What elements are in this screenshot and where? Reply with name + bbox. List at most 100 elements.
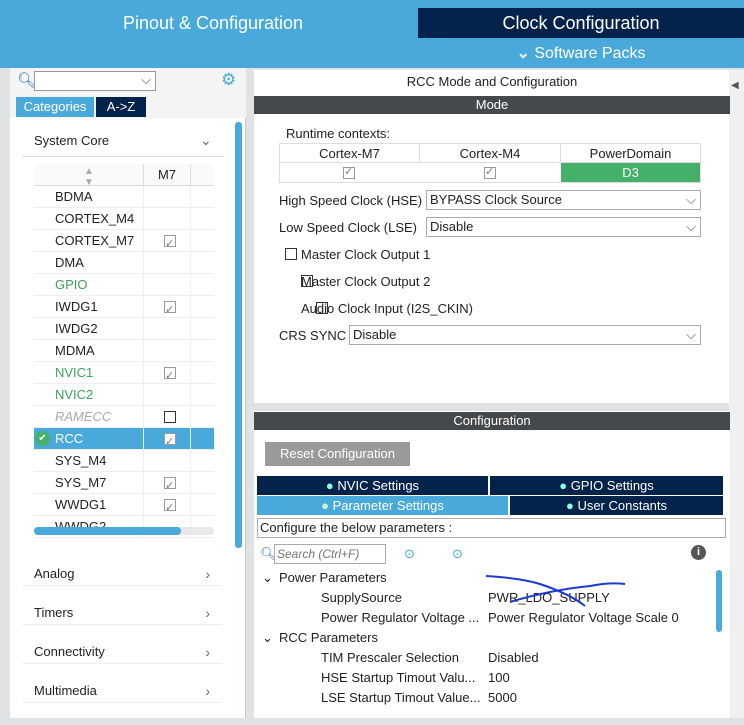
- mco2-checkbox[interactable]: [300, 275, 313, 287]
- tab-nvic-settings[interactable]: ● NVIC Settings: [257, 476, 488, 495]
- tab-label: GPIO Settings: [570, 478, 654, 493]
- peripheral-row[interactable]: MDMA: [34, 340, 214, 362]
- peripheral-name: MDMA: [55, 343, 95, 358]
- m7-checkbox[interactable]: [164, 475, 176, 497]
- tab-a-to-z[interactable]: A->Z: [96, 97, 146, 117]
- collapse-icon[interactable]: ◀: [731, 80, 739, 91]
- gear-icon[interactable]: ⚙: [221, 70, 237, 89]
- peripheral-row[interactable]: WWDG1: [34, 494, 214, 519]
- peripheral-row[interactable]: CORTEX_M7: [34, 230, 214, 255]
- right-collapse-strip: [729, 70, 744, 723]
- chevron-down-icon: ⌵: [686, 219, 696, 234]
- param-label: SupplySource: [321, 590, 402, 605]
- reset-configuration-button[interactable]: Reset Configuration: [265, 442, 410, 466]
- configure-hint: Configure the below parameters :: [257, 518, 726, 538]
- m7-cell: [143, 318, 191, 340]
- sort-icon[interactable]: ▲ ▼: [84, 166, 94, 188]
- check-circle-icon: ●: [325, 478, 334, 493]
- check-circle-icon: ●: [321, 498, 329, 513]
- check-circle-icon: ●: [559, 478, 568, 493]
- context-checkbox-m7[interactable]: [343, 165, 355, 179]
- chevron-down-icon: ⌄: [516, 45, 530, 62]
- m7-cell: [143, 362, 191, 384]
- peripheral-row[interactable]: BDMA: [34, 186, 214, 208]
- group-rcc-parameters[interactable]: RCC Parameters: [279, 630, 378, 645]
- tab-user-constants[interactable]: ● User Constants: [510, 496, 723, 515]
- group-toggle-icon[interactable]: ⌄: [262, 630, 273, 645]
- tab-parameter-settings[interactable]: ● Parameter Settings: [257, 496, 508, 515]
- m7-checkbox[interactable]: [164, 365, 176, 387]
- category-multimedia[interactable]: Multimedia ›: [22, 679, 222, 703]
- peripheral-name: BDMA: [55, 189, 93, 204]
- tab-clock-configuration[interactable]: Clock Configuration: [418, 8, 744, 38]
- peripheral-name: NVIC1: [55, 365, 94, 380]
- peripheral-row[interactable]: IWDG2: [34, 318, 214, 340]
- peripheral-row[interactable]: ✔ RCC: [34, 428, 214, 453]
- lse-select[interactable]: Disable ⌵: [426, 217, 701, 237]
- param-value-hse-timeout[interactable]: 100: [488, 670, 510, 685]
- mco2-label: Master Clock Output 2: [301, 274, 431, 289]
- tab-categories[interactable]: Categories: [16, 97, 94, 117]
- chevron-down-icon: ⌵: [686, 192, 696, 207]
- m7-checkbox[interactable]: [164, 233, 176, 255]
- audio-clock-checkbox[interactable]: [316, 302, 329, 314]
- group-toggle-icon[interactable]: ⌄: [262, 570, 273, 585]
- m7-checkbox[interactable]: [164, 299, 176, 321]
- param-value-lse-timeout[interactable]: 5000: [488, 690, 517, 705]
- tab-gpio-settings[interactable]: ● GPIO Settings: [490, 476, 723, 495]
- software-packs-menu[interactable]: ⌄ Software Packs: [418, 40, 744, 68]
- mco1-label: Master Clock Output 1: [301, 247, 431, 262]
- search-icon: 🔍︎: [17, 72, 37, 89]
- category-system-core[interactable]: System Core: [34, 133, 110, 148]
- info-icon[interactable]: i: [691, 545, 706, 560]
- group-power-parameters[interactable]: Power Parameters: [279, 570, 387, 585]
- tab-label: NVIC Settings: [337, 478, 420, 493]
- chevron-down-icon: ⌵: [686, 327, 696, 342]
- param-value-regulator[interactable]: Power Regulator Voltage Scale 0: [488, 610, 679, 625]
- lse-label: Low Speed Clock (LSE): [279, 220, 418, 235]
- crs-sync-select[interactable]: Disable ⌵: [349, 325, 701, 345]
- param-value-tim-prescaler[interactable]: Disabled: [488, 650, 539, 665]
- chevron-down-icon[interactable]: ⌄: [200, 132, 212, 148]
- category-timers[interactable]: Timers ›: [22, 601, 222, 625]
- m7-checkbox[interactable]: [164, 497, 176, 519]
- peripheral-row[interactable]: GPIO: [34, 274, 214, 296]
- vertical-scrollbar-thumb[interactable]: [716, 570, 722, 632]
- next-icon[interactable]: ⊙: [452, 546, 463, 561]
- audio-clock-label: Audio Clock Input (I2S_CKIN): [301, 301, 473, 316]
- mco1-checkbox[interactable]: [285, 248, 297, 260]
- context-header: Cortex-M4: [420, 144, 561, 163]
- param-label: Power Regulator Voltage ...: [321, 610, 480, 625]
- horizontal-scrollbar-thumb[interactable]: [34, 527, 181, 535]
- parameter-search-input[interactable]: [274, 544, 386, 564]
- peripheral-row[interactable]: IWDG1: [34, 296, 214, 321]
- vertical-scrollbar-thumb[interactable]: [235, 122, 242, 548]
- check-circle-icon: ✔: [35, 431, 50, 446]
- m7-cell: [143, 208, 191, 230]
- grid-header: ▲ ▼ M7: [34, 164, 214, 188]
- peripheral-name: SYS_M7: [55, 475, 107, 490]
- m7-cell: [143, 472, 191, 494]
- context-checkbox-m4[interactable]: [484, 165, 496, 179]
- peripheral-row[interactable]: CORTEX_M4: [34, 208, 214, 230]
- peripheral-row[interactable]: NVIC2: [34, 384, 214, 406]
- peripheral-row[interactable]: RAMECC: [34, 406, 214, 428]
- divider: [22, 156, 224, 157]
- peripheral-name: SYS_M4: [55, 453, 107, 468]
- previous-icon[interactable]: ⊙: [404, 546, 415, 561]
- m7-checkbox[interactable]: [164, 411, 176, 423]
- peripheral-row[interactable]: SYS_M4: [34, 450, 214, 472]
- peripheral-row[interactable]: DMA: [34, 252, 214, 274]
- category-connectivity[interactable]: Connectivity ›: [22, 640, 222, 664]
- lse-select-value: Disable: [430, 219, 474, 234]
- chevron-down-icon: ⌵: [141, 72, 151, 87]
- hse-select[interactable]: BYPASS Clock Source ⌵: [426, 190, 701, 210]
- peripheral-row[interactable]: NVIC1: [34, 362, 214, 387]
- category-analog[interactable]: Analog ›: [22, 562, 222, 586]
- mode-bar: Mode: [254, 96, 730, 114]
- peripheral-search-combo[interactable]: ⌵: [34, 71, 156, 91]
- bottom-edge: [0, 718, 744, 725]
- m7-checkbox[interactable]: [164, 431, 176, 453]
- peripheral-row[interactable]: SYS_M7: [34, 472, 214, 497]
- tab-pinout-configuration[interactable]: Pinout & Configuration: [122, 13, 304, 33]
